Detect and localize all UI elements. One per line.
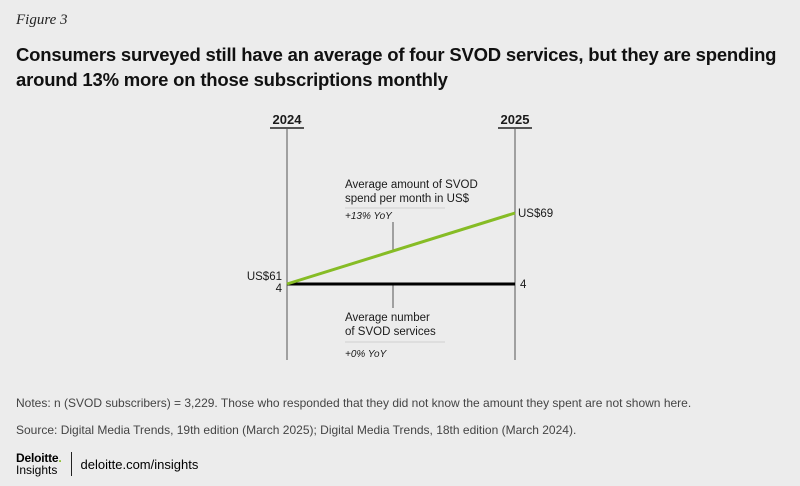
logo-brand: Deloitte. xyxy=(16,451,62,465)
services-annotation-line1: Average number xyxy=(345,312,430,324)
year-label-2024: 2024 xyxy=(273,112,303,127)
services-change: +0% YoY xyxy=(345,349,388,360)
spend-label-2025: US$69 xyxy=(518,208,553,220)
chart-source: Source: Digital Media Trends, 19th editi… xyxy=(16,423,577,437)
services-label-2025: 4 xyxy=(520,279,527,291)
deloitte-insights-logo: Deloitte. Insights xyxy=(16,452,72,476)
spend-change: +13% YoY xyxy=(345,211,393,222)
footer-link[interactable]: deloitte.com/insights xyxy=(80,456,199,472)
year-label-2025: 2025 xyxy=(501,112,530,127)
spend-series-line xyxy=(286,211,516,286)
figure-label: Figure 3 xyxy=(16,12,68,28)
spend-annotation-line1: Average amount of SVOD xyxy=(345,179,478,191)
spend-annotation-line2: spend per month in US$ xyxy=(345,193,470,205)
chart: 2024 2025 US$61 4 US$69 4 Average amount… xyxy=(247,112,553,360)
chart-notes: Notes: n (SVOD subscribers) = 3,229. Tho… xyxy=(16,396,692,410)
services-annotation-line2: of SVOD services xyxy=(345,326,436,338)
services-label-2024: 4 xyxy=(276,283,283,295)
spend-label-2024: US$61 xyxy=(247,271,282,283)
logo-sub: Insights xyxy=(16,463,58,477)
footer: Deloitte. Insights deloitte.com/insights xyxy=(16,449,198,479)
chart-title: Consumers surveyed still have an average… xyxy=(16,44,777,90)
